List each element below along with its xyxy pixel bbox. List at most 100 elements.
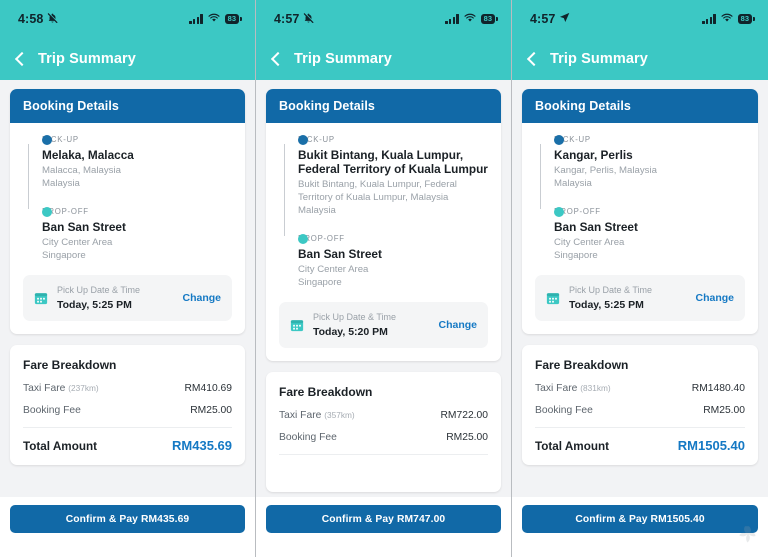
fare-breakdown-title: Fare Breakdown	[535, 358, 629, 372]
dropoff-label: DROP-OFF	[554, 207, 601, 216]
fare-breakdown-card: Fare Breakdown Taxi Fare (237km) RM410.6…	[10, 345, 245, 465]
pickup-label: PICK-UP	[42, 135, 79, 144]
pickup-label: PICK-UP	[554, 135, 591, 144]
wifi-icon	[721, 10, 733, 28]
route-timeline: PICK-UP Kangar, Perlis Kangar, Perlis, M…	[535, 135, 745, 262]
nav-bar: Trip Summary	[0, 38, 255, 80]
pickup-address-line2: Malaysia	[42, 178, 80, 189]
dropoff-address-line1: City Center Area	[298, 264, 369, 275]
pickup-dot-icon	[42, 135, 52, 145]
status-bar: 4:57 83	[256, 0, 511, 38]
pickup-dot-icon	[554, 135, 564, 145]
pickup-leg: PICK-UP Bukit Bintang, Kuala Lumpur, Fed…	[298, 135, 488, 217]
pickup-datetime-value: Today, 5:25 PM	[569, 299, 644, 311]
total-amount-row: Total Amount RM1505.40	[535, 438, 745, 453]
pickup-address-line2: Malaysia	[554, 178, 592, 189]
change-datetime-button[interactable]: Change	[182, 292, 221, 304]
confirm-and-pay-button[interactable]: Confirm & Pay RM1505.40	[522, 505, 758, 533]
pickup-datetime-box[interactable]: Pick Up Date & Time Today, 5:25 PM Chang…	[23, 275, 232, 321]
bottom-action-bar: Confirm & Pay RM747.00	[256, 497, 511, 557]
dropoff-label: DROP-OFF	[42, 207, 89, 216]
change-datetime-button[interactable]: Change	[695, 292, 734, 304]
screen-body: Booking Details PICK-UP Bukit Bintang, K…	[256, 80, 511, 557]
fare-row-distance: (237km)	[68, 383, 99, 393]
page-title: Trip Summary	[38, 51, 136, 67]
fare-breakdown-card: Fare Breakdown Taxi Fare (357km) RM722.0…	[266, 372, 501, 492]
pickup-datetime-texts: Pick Up Date & Time Today, 5:20 PM	[313, 311, 429, 339]
booking-details-header: Booking Details	[522, 89, 758, 123]
fare-row-value: RM1480.40	[691, 383, 745, 394]
fare-row-distance: (831km)	[580, 383, 611, 393]
chevron-left-icon[interactable]	[12, 51, 28, 67]
chevron-left-icon[interactable]	[268, 51, 284, 67]
route-timeline: PICK-UP Melaka, Malacca Malacca, Malaysi…	[23, 135, 232, 262]
battery-indicator: 83	[224, 13, 239, 25]
pickup-datetime-texts: Pick Up Date & Time Today, 5:25 PM	[57, 284, 173, 312]
status-bar-time: 4:57	[530, 12, 556, 26]
fare-row-value: RM25.00	[446, 432, 488, 443]
fare-row-label: Taxi Fare (831km)	[535, 383, 611, 394]
timeline-connector	[539, 144, 541, 209]
booking-details-header: Booking Details	[266, 89, 501, 123]
status-bar-left: 4:58	[18, 12, 59, 27]
booking-details-card: Booking Details PICK-UP Bukit Bintang, K…	[266, 89, 501, 361]
fare-row-distance: (357km)	[324, 410, 355, 420]
total-amount-label: Total Amount	[535, 440, 610, 453]
cellular-signal-icon	[189, 14, 203, 24]
pickup-datetime-label: Pick Up Date & Time	[569, 285, 653, 295]
teal-header-area: 4:57 83 Trip Sum	[256, 0, 511, 80]
pickup-datetime-value: Today, 5:25 PM	[57, 299, 132, 311]
phone-screen: 4:57 83 Trip Sum	[512, 0, 768, 557]
screen-body: Booking Details PICK-UP Kangar, Perlis K…	[512, 80, 768, 557]
battery-indicator: 83	[480, 13, 495, 25]
wifi-icon	[208, 10, 220, 28]
pickup-leg: PICK-UP Melaka, Malacca Malacca, Malaysi…	[42, 135, 232, 190]
confirm-and-pay-button[interactable]: Confirm & Pay RM747.00	[266, 505, 501, 533]
calendar-icon	[546, 291, 560, 305]
route-timeline: PICK-UP Bukit Bintang, Kuala Lumpur, Fed…	[279, 135, 488, 289]
calendar-icon	[290, 318, 304, 332]
location-arrow-icon	[559, 12, 570, 26]
pickup-datetime-label: Pick Up Date & Time	[313, 312, 397, 322]
dropoff-address-line2: Singapore	[554, 250, 598, 261]
status-bar: 4:57 83	[512, 0, 768, 38]
phone-screen: 4:57 83 Trip Sum	[256, 0, 512, 557]
confirm-and-pay-button[interactable]: Confirm & Pay RM435.69	[10, 505, 245, 533]
dropoff-leg: DROP-OFF Ban San Street City Center Area…	[554, 207, 745, 262]
dropoff-dot-icon	[298, 234, 308, 244]
fare-row-label: Taxi Fare (237km)	[23, 383, 99, 394]
change-datetime-button[interactable]: Change	[438, 319, 477, 331]
page-title: Trip Summary	[294, 51, 392, 67]
pickup-datetime-box[interactable]: Pick Up Date & Time Today, 5:20 PM Chang…	[279, 302, 488, 348]
nav-bar: Trip Summary	[256, 38, 511, 80]
pickup-location-name: Bukit Bintang, Kuala Lumpur, Federal Ter…	[298, 148, 488, 176]
fare-row-value: RM25.00	[703, 405, 745, 416]
fare-row: Taxi Fare (357km) RM722.00	[279, 410, 488, 421]
dropoff-leg: DROP-OFF Ban San Street City Center Area…	[298, 234, 488, 289]
dropoff-dot-icon	[554, 207, 564, 217]
status-bar-right: 83	[189, 10, 239, 28]
pickup-datetime-texts: Pick Up Date & Time Today, 5:25 PM	[569, 284, 686, 312]
pickup-datetime-label: Pick Up Date & Time	[57, 285, 141, 295]
fare-breakdown-title: Fare Breakdown	[279, 385, 373, 399]
dropoff-dot-icon	[42, 207, 52, 217]
pickup-datetime-value: Today, 5:20 PM	[313, 326, 388, 338]
total-amount-label: Total Amount	[23, 440, 98, 453]
fare-breakdown-title: Fare Breakdown	[23, 358, 117, 372]
fare-row-label: Booking Fee	[23, 405, 81, 416]
bell-slash-icon	[303, 12, 315, 27]
battery-indicator: 83	[737, 13, 752, 25]
booking-details-header: Booking Details	[10, 89, 245, 123]
fare-row: Taxi Fare (831km) RM1480.40	[535, 383, 745, 394]
dropoff-leg: DROP-OFF Ban San Street City Center Area…	[42, 207, 232, 262]
booking-details-card: Booking Details PICK-UP Kangar, Perlis K…	[522, 89, 758, 334]
fare-row: Booking Fee RM25.00	[535, 405, 745, 416]
dropoff-address-line1: City Center Area	[42, 237, 113, 248]
fare-row-value: RM410.69	[184, 383, 232, 394]
chevron-left-icon[interactable]	[524, 51, 540, 67]
pickup-datetime-box[interactable]: Pick Up Date & Time Today, 5:25 PM Chang…	[535, 275, 745, 321]
cellular-signal-icon	[445, 14, 459, 24]
fare-divider	[535, 427, 745, 428]
bell-slash-icon	[47, 12, 59, 27]
status-bar-time: 4:57	[274, 12, 300, 26]
